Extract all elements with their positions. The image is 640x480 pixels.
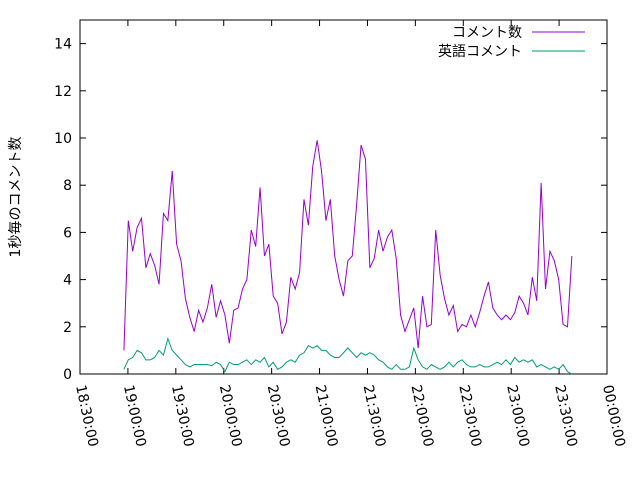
x-tick-label: 23:00:00: [503, 384, 532, 449]
x-tick-label: 21:30:00: [360, 384, 389, 449]
legend-label: コメント数: [452, 25, 522, 41]
x-tick-label: 00:00:00: [599, 384, 628, 449]
legend-label: 英語コメント: [438, 43, 522, 60]
y-tick-label: 2: [63, 320, 72, 336]
x-tick-label: 20:00:00: [216, 384, 245, 449]
x-tick-label: 22:30:00: [455, 384, 484, 449]
x-tick-label: 22:00:00: [407, 384, 436, 449]
series-line: [123, 336, 573, 375]
y-axis-label: 1秒毎のコメント数: [8, 137, 24, 258]
y-tick-label: 10: [54, 131, 72, 147]
y-tick-label: 14: [54, 37, 72, 53]
x-tick-label: 20:30:00: [264, 384, 293, 449]
x-tick-label: 18:30:00: [72, 384, 101, 449]
x-tick-label: 19:30:00: [168, 384, 197, 449]
y-tick-label: 4: [63, 273, 72, 289]
x-tick-label: 21:00:00: [312, 384, 341, 449]
x-tick-label: 19:00:00: [120, 384, 149, 449]
y-tick-label: 8: [63, 178, 72, 194]
y-tick-label: 0: [63, 367, 72, 383]
plot-border: [79, 19, 608, 375]
series-line: [123, 140, 573, 351]
y-tick-label: 12: [54, 84, 72, 100]
x-tick-label: 23:30:00: [551, 384, 580, 449]
y-tick-label: 6: [63, 225, 72, 241]
